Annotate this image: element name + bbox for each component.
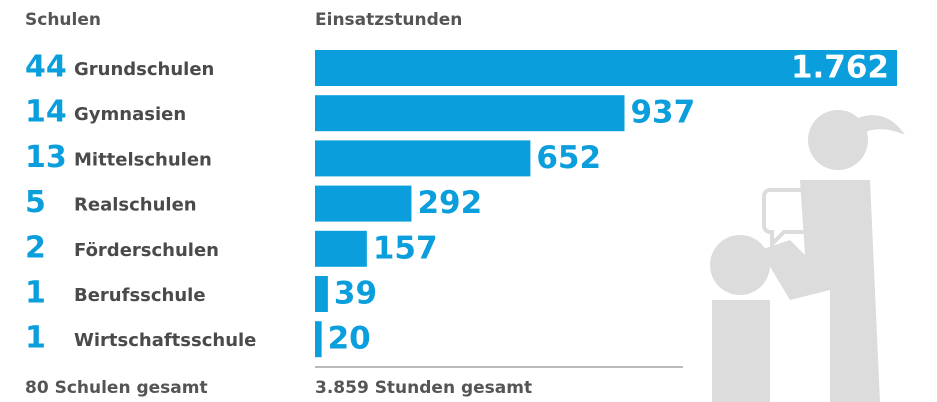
category-label: Mittelschulen (74, 149, 212, 170)
school-count: 2 (25, 230, 46, 265)
bar (315, 140, 530, 176)
school-count: 13 (25, 140, 67, 175)
category-label: Grundschulen (74, 59, 214, 80)
total: 3.859 Stunden gesamt (315, 378, 532, 398)
value-label: 20 (328, 321, 371, 357)
bar (315, 321, 322, 357)
value-label: 157 (373, 230, 438, 266)
value-label: 652 (536, 140, 601, 176)
column-title: Einsatzstunden (315, 10, 462, 30)
column-title: Schulen (25, 10, 101, 30)
value-label: 937 (630, 95, 695, 131)
bar (315, 95, 624, 131)
bar (315, 276, 328, 312)
category-label: Wirtschaftsschule (74, 330, 256, 351)
category-label: Realschulen (74, 195, 197, 216)
illustration (710, 110, 905, 402)
category-label: Berufsschule (74, 285, 206, 306)
chart: Schulen Einsatzstunden 80 Schulen gesamt… (0, 0, 937, 402)
school-count: 1 (25, 321, 46, 356)
school-count: 44 (25, 50, 67, 85)
value-label: 39 (334, 276, 377, 312)
school-count: 1 (25, 276, 46, 311)
value-label: 292 (417, 185, 482, 221)
category-label: Gymnasien (74, 104, 186, 125)
bar (315, 231, 367, 267)
category-label: Förderschulen (74, 240, 219, 261)
value-label: 1.762 (791, 50, 889, 86)
school-count: 5 (25, 185, 46, 220)
total: 80 Schulen gesamt (25, 378, 208, 398)
school-count: 14 (25, 95, 67, 130)
bar (315, 186, 411, 222)
